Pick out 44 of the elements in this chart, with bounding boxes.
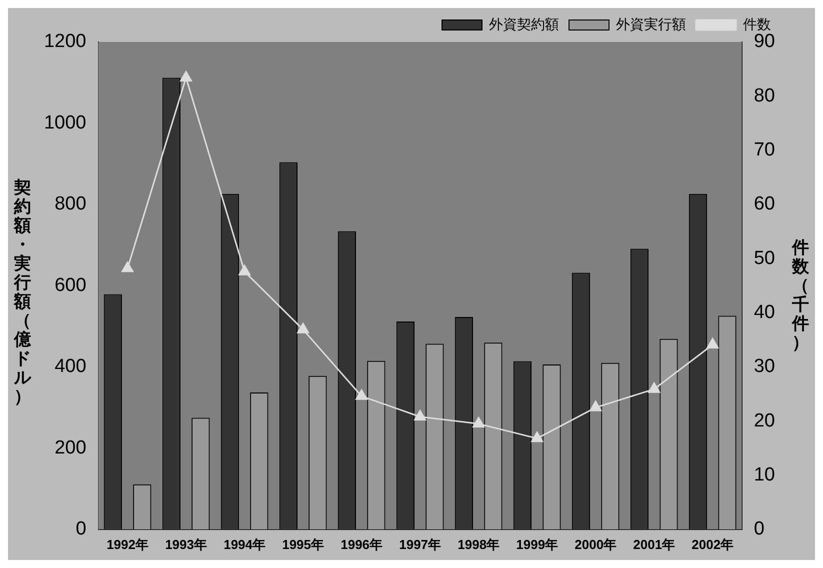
point	[590, 400, 602, 412]
y2-tick-label: 90	[754, 31, 776, 52]
y2-tick-label: 30	[754, 356, 776, 378]
y2-axis-title: 件数（千件）	[792, 238, 809, 352]
point	[414, 410, 426, 421]
point	[297, 322, 309, 334]
x-tick-label: 2002年	[692, 536, 734, 552]
legend-label: 外資実行額	[616, 16, 686, 32]
legend-label: 外資契約額	[489, 16, 559, 32]
y-tick-label: 0	[76, 518, 86, 540]
point	[531, 432, 544, 442]
y-tick-label: 800	[54, 194, 86, 215]
point	[648, 382, 660, 393]
x-tick-label: 2001年	[633, 536, 676, 552]
y2-tick-label: 0	[754, 518, 764, 540]
y2-tick-label: 50	[754, 248, 776, 269]
x-tick-label: 1997年	[399, 536, 442, 552]
y-tick-label: 200	[54, 437, 86, 458]
x-tick-label: 1995年	[282, 536, 324, 552]
y-tick-label: 600	[54, 274, 86, 296]
point	[238, 264, 250, 276]
point	[180, 70, 192, 82]
y2-tick-label: 20	[754, 410, 776, 432]
y-tick-label: 1200	[44, 31, 86, 52]
y2-tick-label: 10	[754, 464, 776, 486]
y-tick-label: 1000	[44, 112, 86, 134]
x-tick-label: 1994年	[224, 536, 266, 552]
x-tick-label: 1993年	[165, 536, 207, 552]
y-tick-label: 400	[54, 356, 86, 378]
legend-label: 件数	[743, 16, 771, 32]
x-tick-label: 1992年	[106, 536, 148, 552]
y2-tick-label: 60	[754, 194, 776, 215]
point	[472, 417, 485, 428]
x-tick-label: 1998年	[458, 536, 500, 552]
y2-tick-label: 80	[754, 85, 776, 106]
point	[706, 338, 719, 348]
point	[122, 262, 134, 272]
x-tick-label: 2000年	[574, 536, 617, 552]
y2-tick-label: 70	[754, 140, 776, 161]
x-tick-label: 1996年	[340, 536, 383, 552]
y2-tick-label: 40	[754, 302, 776, 324]
point	[356, 389, 368, 400]
text: 契約額・実行額（億ドル）	[14, 178, 31, 406]
x-tick-label: 1999年	[516, 536, 558, 552]
